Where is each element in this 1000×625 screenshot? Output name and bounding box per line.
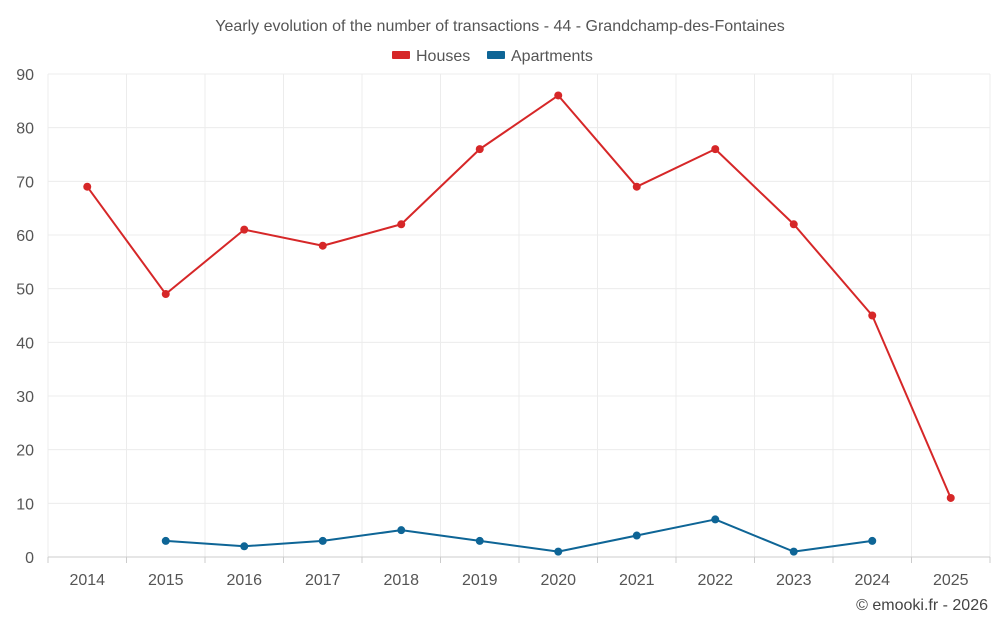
y-tick-label: 0 — [25, 550, 34, 567]
series — [83, 91, 955, 556]
x-tick-label: 2020 — [540, 572, 576, 589]
data-point-houses[interactable] — [161, 290, 170, 299]
x-tick-label: 2018 — [383, 572, 419, 589]
x-tick-label: 2014 — [69, 572, 105, 589]
axes: 0 10 20 30 40 50 60 70 80 90 2014 2015 2016 2017 2018 2… — [16, 67, 991, 589]
y-tick-label: 40 — [16, 335, 34, 352]
y-tick-label: 30 — [16, 389, 34, 406]
y-tick-label: 80 — [16, 121, 34, 138]
data-point-apartments[interactable] — [397, 526, 406, 535]
data-point-apartments[interactable] — [789, 547, 798, 556]
x-tick-label: 2024 — [854, 572, 890, 589]
data-point-houses[interactable] — [711, 145, 720, 154]
chart-title: Yearly evolution of the number of transa… — [215, 18, 785, 35]
y-tick-label: 70 — [16, 174, 34, 191]
legend-label-apartments: Apartments — [511, 48, 593, 65]
grid — [47, 73, 991, 557]
x-tick-label: 2023 — [776, 572, 812, 589]
legend-item-houses[interactable]: Houses — [392, 48, 470, 65]
x-tick-label: 2016 — [226, 572, 262, 589]
data-point-apartments[interactable] — [318, 536, 327, 545]
series-line-houses — [86, 94, 952, 499]
y-tick-label: 10 — [16, 496, 34, 513]
data-point-houses[interactable] — [83, 182, 92, 191]
data-point-apartments[interactable] — [554, 547, 563, 556]
x-tick-label: 2021 — [619, 572, 655, 589]
legend-label-houses: Houses — [416, 48, 470, 65]
credit-text: © emooki.fr - 2026 — [856, 597, 988, 614]
data-point-apartments[interactable] — [475, 536, 484, 545]
data-point-houses[interactable] — [946, 493, 955, 502]
legend: Houses Apartments — [392, 48, 593, 65]
data-point-houses[interactable] — [789, 220, 798, 229]
x-tick-label: 2022 — [697, 572, 733, 589]
data-point-houses[interactable] — [397, 220, 406, 229]
y-tick-label: 90 — [16, 67, 34, 84]
data-point-houses[interactable] — [554, 91, 563, 100]
data-point-apartments[interactable] — [240, 542, 249, 551]
x-tick-label: 2015 — [148, 572, 184, 589]
legend-swatch-apartments — [487, 51, 505, 59]
x-tick-label: 2025 — [933, 572, 969, 589]
data-point-houses[interactable] — [475, 145, 484, 154]
y-tick-label: 60 — [16, 228, 34, 245]
data-point-apartments[interactable] — [711, 515, 720, 524]
legend-swatch-houses — [392, 51, 410, 59]
data-point-houses[interactable] — [868, 311, 877, 320]
data-point-apartments[interactable] — [868, 536, 877, 545]
x-tick-label: 2017 — [305, 572, 341, 589]
data-point-houses[interactable] — [318, 241, 327, 250]
series-line-apartments — [165, 518, 873, 553]
y-tick-label: 20 — [16, 443, 34, 460]
data-point-houses[interactable] — [632, 182, 641, 191]
data-point-apartments[interactable] — [632, 531, 641, 540]
legend-item-apartments[interactable]: Apartments — [487, 48, 593, 65]
y-tick-label: 50 — [16, 282, 34, 299]
x-tick-label: 2019 — [462, 572, 498, 589]
data-point-apartments[interactable] — [161, 536, 170, 545]
data-point-houses[interactable] — [240, 225, 249, 234]
